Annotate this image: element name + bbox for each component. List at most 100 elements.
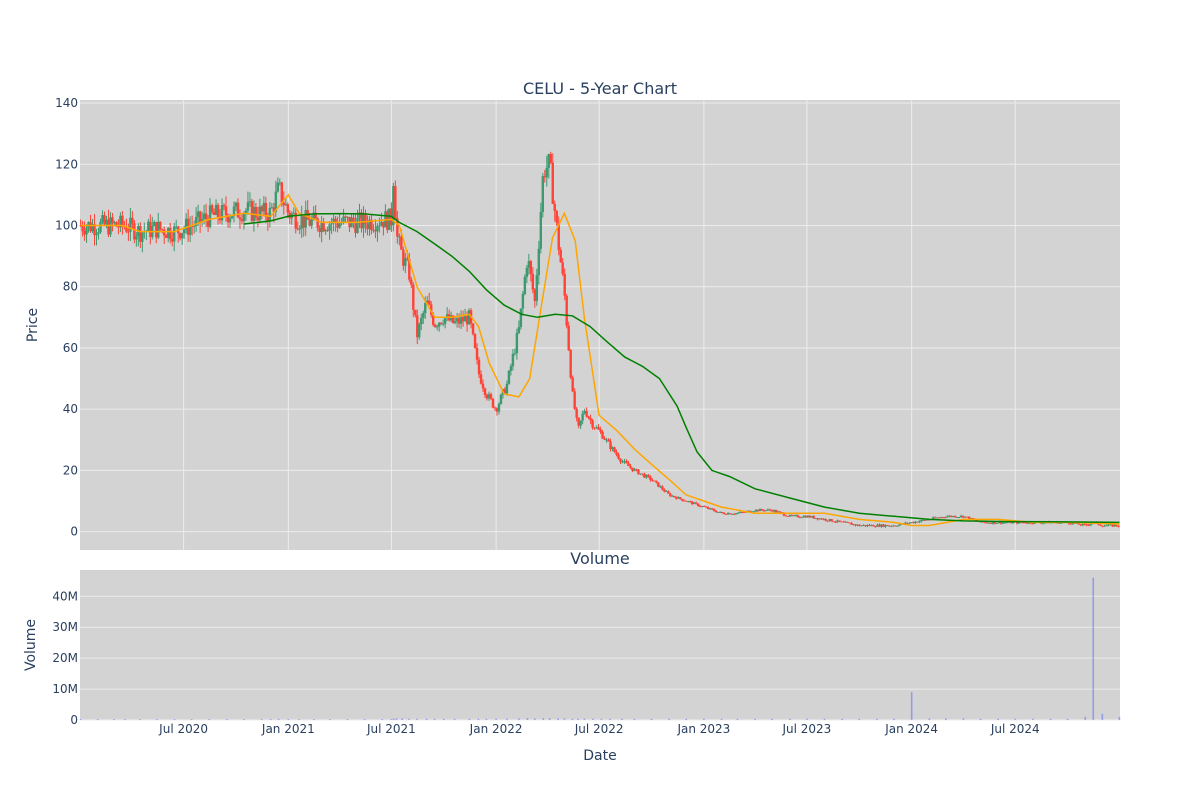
candle-body [105, 219, 108, 225]
x-axis-title: Date [583, 748, 616, 764]
candle-body [308, 219, 311, 226]
volume-bar [506, 718, 508, 720]
candle-body [679, 497, 682, 499]
candle-body [910, 522, 913, 524]
candle-body [475, 348, 479, 360]
candle-body [493, 407, 497, 409]
candle-body [778, 511, 782, 513]
candle-body [1081, 523, 1084, 526]
candle-body [459, 317, 463, 324]
candle-body [525, 267, 529, 277]
volume-y-axis-title: Volume [23, 619, 39, 671]
candle-body [565, 295, 568, 326]
candle-body [946, 516, 949, 518]
candle-body [597, 427, 600, 430]
volume-bar [548, 718, 551, 720]
candle-body [874, 526, 877, 528]
candle-body [856, 524, 859, 526]
candle-body [1005, 522, 1009, 524]
volume-bar [269, 719, 272, 720]
candle-body [993, 521, 997, 524]
volume-y-tick-label: 30M [52, 620, 78, 634]
candle-body [732, 514, 736, 515]
candle-body [1077, 522, 1080, 525]
volume-bar [1049, 718, 1052, 720]
candle-body [79, 225, 82, 227]
candle-body [362, 213, 365, 229]
candle-body [236, 202, 240, 218]
candle-body [190, 226, 194, 227]
candle-body [539, 212, 542, 249]
volume-bar [518, 718, 520, 720]
candle-body [579, 420, 582, 426]
candle-body [1109, 524, 1112, 526]
candle-body [1017, 521, 1021, 524]
x-tick-label: Jul 2023 [781, 722, 831, 736]
volume-bar [600, 718, 603, 720]
candle-body [736, 512, 740, 514]
volume-bar [1014, 718, 1017, 720]
price-y-tick-label: 20 [63, 463, 78, 477]
candle-body [952, 516, 955, 517]
volume-bar [910, 692, 913, 720]
price-y-tick-label: 60 [63, 341, 78, 355]
candle-body [798, 517, 802, 518]
candle-body [718, 511, 722, 513]
candle-body [774, 510, 778, 513]
candle-body [218, 217, 222, 221]
candle-body [808, 515, 811, 518]
candle-body [280, 182, 283, 203]
candle-body [302, 216, 305, 228]
candle-body [304, 209, 307, 228]
candle-body [184, 218, 188, 230]
candle-body [529, 261, 533, 274]
volume-bar [720, 718, 723, 720]
candle-body [254, 206, 258, 218]
candle-body [696, 503, 700, 507]
volume-bar [736, 718, 739, 720]
candle-body [382, 221, 385, 228]
candle-body [633, 469, 636, 471]
candle-body [571, 377, 574, 392]
candle-body [995, 523, 999, 524]
candle-body [561, 262, 564, 274]
candle-body [83, 230, 86, 235]
candle-body [836, 520, 839, 522]
candle-body [531, 273, 535, 290]
candle-body [435, 326, 439, 328]
candle-body [651, 479, 654, 481]
candle-body [948, 515, 951, 517]
candle-body [270, 207, 274, 209]
candle-body [790, 515, 794, 516]
candle-body [296, 228, 299, 230]
candle-body [81, 225, 84, 231]
candle-body [722, 513, 726, 515]
candle-body [906, 522, 909, 524]
candle-body [398, 236, 401, 238]
candle-body [165, 235, 168, 238]
candle-body [153, 222, 156, 226]
candle-body [439, 322, 443, 324]
candle-body [284, 204, 287, 206]
candle-body [581, 413, 584, 421]
volume-bar [477, 718, 480, 720]
candle-body [316, 218, 319, 228]
candle-body [272, 207, 276, 212]
volume-bar [1092, 577, 1095, 720]
volume-bar [442, 718, 445, 720]
candle-body [155, 222, 158, 238]
candle-body [870, 525, 873, 526]
candle-body [760, 509, 764, 511]
candle-body [850, 523, 853, 525]
volume-bar [453, 718, 456, 720]
candle-body [920, 520, 923, 522]
candle-body [1041, 522, 1045, 524]
candle-body [282, 202, 285, 206]
volume-bar [96, 719, 99, 720]
candle-body [997, 521, 1001, 524]
volume-bar [583, 718, 586, 720]
candle-body [1001, 522, 1005, 524]
candle-body [758, 509, 762, 512]
candle-body [814, 518, 817, 519]
candle-body [838, 520, 841, 522]
